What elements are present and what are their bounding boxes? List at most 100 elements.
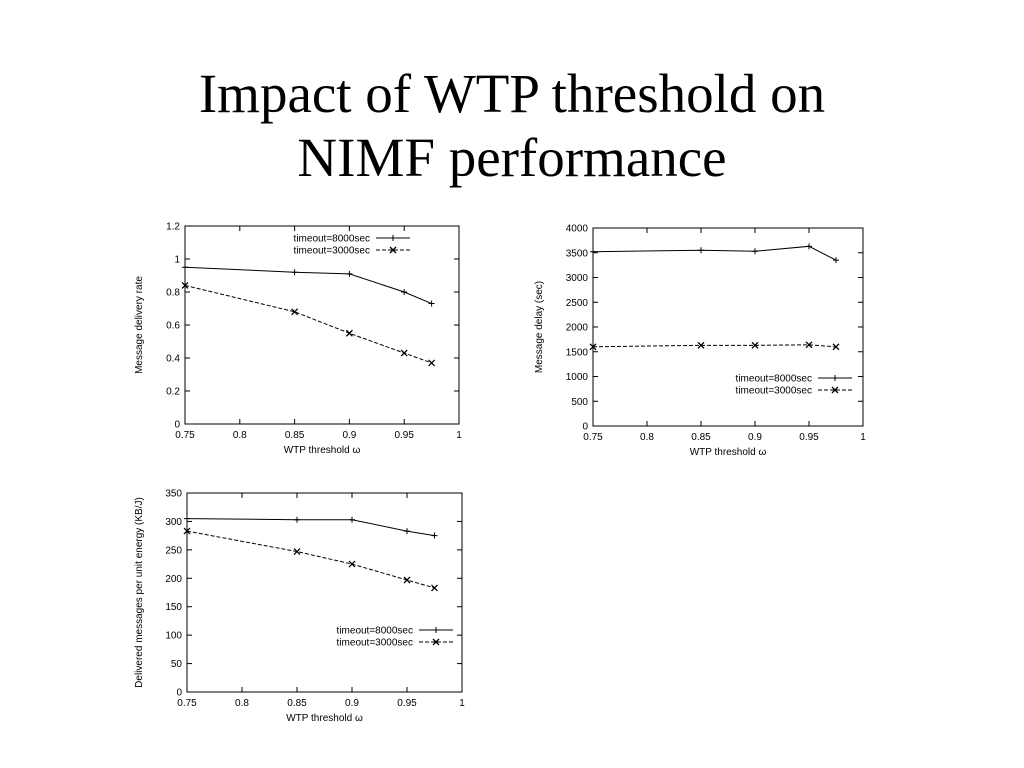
y-tick-label: 2000 bbox=[566, 323, 589, 334]
data-point bbox=[293, 548, 301, 556]
legend-label: timeout=3000sec bbox=[736, 386, 812, 397]
x-tick-label: 0.95 bbox=[394, 430, 414, 441]
y-tick-label: 1500 bbox=[566, 347, 589, 358]
data-point bbox=[400, 349, 408, 357]
x-tick-label: 0.75 bbox=[583, 432, 603, 443]
x-tick-label: 0.9 bbox=[748, 432, 762, 443]
y-axis-label: Message delivery rate bbox=[134, 276, 145, 374]
series-line bbox=[186, 518, 435, 537]
series-line bbox=[592, 245, 837, 261]
data-point bbox=[428, 359, 436, 367]
x-tick-label: 0.75 bbox=[177, 698, 197, 709]
y-tick-label: 0.2 bbox=[166, 387, 180, 398]
y-tick-label: 50 bbox=[171, 659, 183, 670]
data-point bbox=[590, 248, 596, 255]
data-point bbox=[401, 289, 408, 295]
slide-title: Impact of WTP threshold on NIMF performa… bbox=[0, 62, 1024, 190]
x-tick-label: 1 bbox=[456, 430, 462, 441]
data-point bbox=[752, 248, 758, 255]
x-tick-label: 0.8 bbox=[233, 430, 247, 441]
x-tick-label: 0.95 bbox=[397, 698, 417, 709]
energy-efficiency-chart: 0.75 0.8 0.85 0.9 0.95 1 0 50 100 150 200 250 300 350… bbox=[134, 489, 465, 725]
x-axis-label: WTP threshold ω bbox=[284, 445, 361, 456]
data-point bbox=[346, 270, 353, 277]
y-axis-label: Message delay (sec) bbox=[534, 281, 545, 373]
x-tick-label: 0.9 bbox=[345, 698, 359, 709]
y-tick-label: 500 bbox=[571, 397, 588, 408]
series-1 bbox=[182, 264, 435, 307]
data-point bbox=[431, 584, 438, 592]
y-tick-label: 0.4 bbox=[166, 354, 180, 365]
series-2 bbox=[181, 281, 436, 367]
data-point bbox=[184, 515, 190, 522]
data-point bbox=[832, 343, 840, 351]
data-point bbox=[403, 576, 411, 584]
plot-frame bbox=[592, 227, 864, 427]
data-point bbox=[805, 341, 813, 349]
legend-label: timeout=8000sec bbox=[736, 374, 812, 385]
x-tick-label: 0.95 bbox=[799, 432, 819, 443]
y-tick-label: 1.2 bbox=[166, 222, 180, 233]
data-point bbox=[431, 532, 438, 539]
delivery-rate-chart: 0.75 0.8 0.85 0.9 0.95 1 0 0.2 0.4 0.6 0.8 1 1.2 WTP … bbox=[134, 222, 462, 457]
legend-marker bbox=[832, 375, 838, 381]
x-tick-label: 0.85 bbox=[287, 698, 307, 709]
series-line bbox=[186, 530, 435, 589]
legend-marker bbox=[433, 627, 439, 633]
data-point bbox=[589, 343, 597, 351]
legend-marker bbox=[390, 235, 396, 241]
y-tick-label: 2500 bbox=[566, 298, 589, 309]
x-tick-label: 0.85 bbox=[285, 430, 305, 441]
data-point bbox=[294, 516, 300, 523]
data-point bbox=[428, 300, 435, 307]
slide-title-line-2: NIMF performance bbox=[297, 127, 727, 188]
y-tick-label: 1000 bbox=[566, 372, 589, 383]
y-tick-label: 250 bbox=[165, 545, 182, 556]
y-tick-label: 0 bbox=[176, 688, 182, 699]
message-delay-chart: 0.75 0.8 0.85 0.9 0.95 1 0 500 1000 1500 2000 2500 3… bbox=[534, 224, 866, 459]
data-point bbox=[833, 257, 839, 264]
data-point bbox=[345, 329, 353, 337]
x-tick-label: 0.8 bbox=[235, 698, 249, 709]
x-axis-label: WTP threshold ω bbox=[690, 447, 767, 458]
y-tick-label: 4000 bbox=[566, 224, 589, 235]
x-tick-label: 0.75 bbox=[175, 430, 195, 441]
y-tick-label: 150 bbox=[165, 602, 182, 613]
y-tick-label: 200 bbox=[165, 574, 182, 585]
y-tick-label: 0.8 bbox=[166, 288, 180, 299]
series-1 bbox=[590, 243, 839, 264]
x-tick-label: 1 bbox=[860, 432, 866, 443]
data-point bbox=[404, 528, 410, 535]
y-tick-label: 0.6 bbox=[166, 321, 180, 332]
series-2 bbox=[589, 341, 840, 351]
data-point bbox=[751, 341, 759, 349]
y-tick-label: 1 bbox=[174, 255, 180, 266]
series-2 bbox=[183, 527, 438, 592]
y-tick-label: 100 bbox=[165, 631, 182, 642]
y-tick-label: 350 bbox=[165, 489, 182, 500]
x-axis-label: WTP threshold ω bbox=[286, 713, 363, 724]
data-point bbox=[698, 247, 704, 254]
legend-label: timeout=3000sec bbox=[337, 638, 413, 649]
data-point bbox=[183, 527, 191, 535]
legend-marker bbox=[432, 638, 440, 646]
data-point bbox=[348, 560, 356, 568]
y-tick-label: 3500 bbox=[566, 248, 589, 259]
slide-title-line-1: Impact of WTP threshold on bbox=[198, 63, 826, 124]
data-point bbox=[806, 243, 812, 250]
x-tick-label: 0.8 bbox=[640, 432, 654, 443]
y-axis-label: Delivered messages per unit energy (KB/J… bbox=[134, 497, 145, 688]
legend-marker bbox=[831, 386, 839, 394]
y-tick-label: 0 bbox=[174, 420, 180, 431]
y-tick-label: 300 bbox=[165, 517, 182, 528]
y-tick-label: 3000 bbox=[566, 273, 589, 284]
legend-label: timeout=8000sec bbox=[294, 234, 370, 245]
x-tick-label: 0.9 bbox=[342, 430, 356, 441]
series-line bbox=[592, 344, 837, 348]
legend-marker bbox=[389, 246, 397, 254]
series-line bbox=[184, 284, 432, 364]
plot-frame bbox=[186, 492, 463, 693]
series-1 bbox=[184, 515, 438, 539]
y-tick-label: 0 bbox=[582, 422, 588, 433]
legend-label: timeout=3000sec bbox=[294, 246, 370, 257]
